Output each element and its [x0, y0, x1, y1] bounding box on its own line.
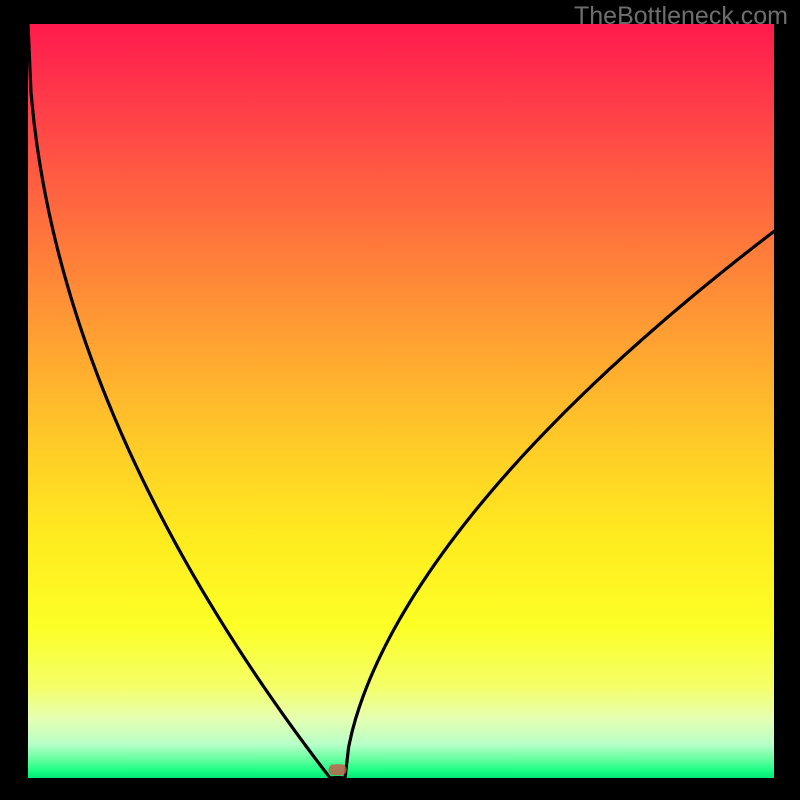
chart-plot: [28, 24, 774, 778]
vertex-marker: [329, 764, 347, 775]
gradient-background: [28, 24, 774, 778]
outer-frame: TheBottleneck.com: [0, 0, 800, 800]
watermark-text: TheBottleneck.com: [574, 2, 788, 31]
